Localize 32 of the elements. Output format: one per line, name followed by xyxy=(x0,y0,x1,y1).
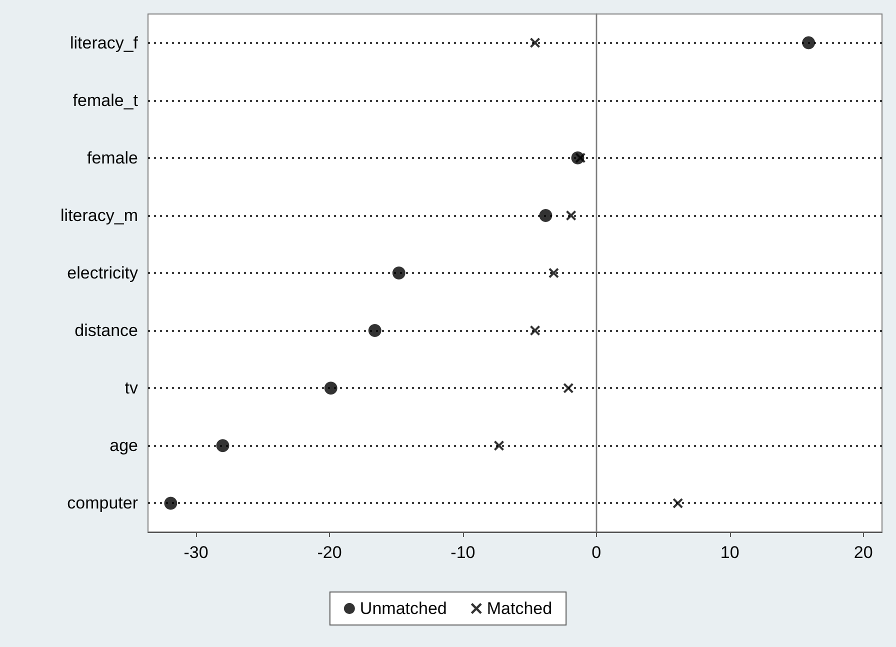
y-tick-label: literacy_m xyxy=(60,206,138,225)
point xyxy=(539,208,552,222)
x-tick-label: -20 xyxy=(317,543,342,562)
point xyxy=(392,266,406,280)
point xyxy=(494,440,504,451)
x-tick-label: 0 xyxy=(592,543,602,562)
point xyxy=(164,496,178,510)
x-tick-label: 10 xyxy=(720,543,740,562)
y-tick-label: female_t xyxy=(72,90,138,110)
point xyxy=(575,152,586,163)
point xyxy=(566,210,576,220)
point xyxy=(548,268,559,278)
point xyxy=(672,498,683,508)
point xyxy=(530,326,540,336)
x-tick-label: 20 xyxy=(854,543,873,562)
x-tick-label: -10 xyxy=(450,543,476,562)
x-tick-label: -30 xyxy=(184,543,208,562)
y-tick-label: distance xyxy=(74,321,138,340)
y-tick-label: female xyxy=(86,148,138,168)
legend-label: Matched xyxy=(486,599,552,618)
y-tick-label: electricity xyxy=(67,264,138,282)
point xyxy=(802,36,816,50)
y-tick-label: tv xyxy=(124,378,138,398)
y-tick-label: computer xyxy=(67,494,138,513)
point xyxy=(216,439,230,452)
point xyxy=(324,382,338,395)
y-tick-label: age xyxy=(110,436,138,456)
point xyxy=(563,383,574,394)
point xyxy=(368,324,382,338)
y-tick-label: literacy_f xyxy=(70,33,138,52)
legend-label: Unmatched xyxy=(360,599,447,618)
point xyxy=(530,38,540,48)
